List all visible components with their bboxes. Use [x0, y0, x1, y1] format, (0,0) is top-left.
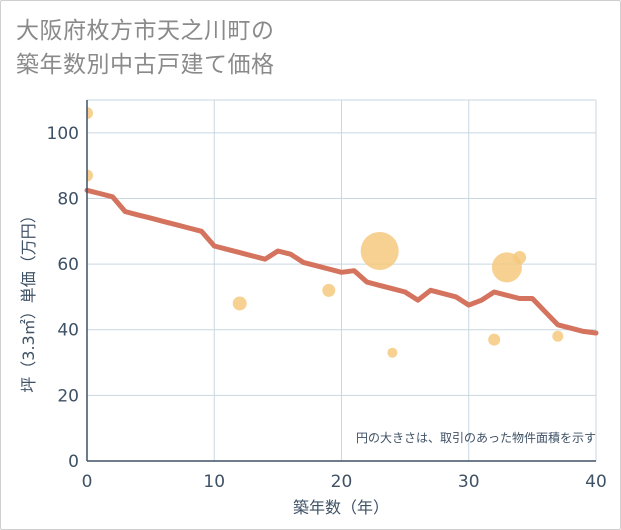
y-tick-label: 100	[47, 124, 79, 144]
bubble-point	[552, 330, 564, 342]
y-tick-label: 60	[57, 255, 79, 275]
bubble-point	[87, 169, 93, 182]
y-tick-label: 80	[57, 189, 79, 209]
bubble-size-note: 円の大きさは、取引のあった物件面積を示す	[356, 430, 596, 445]
bubble-point	[488, 333, 501, 346]
bubble-point	[360, 231, 399, 270]
x-tick-label: 0	[82, 472, 93, 492]
bubble-point	[387, 347, 398, 358]
chart-title-line-1: 大阪府枚方市天之川町の	[16, 18, 275, 44]
x-tick-label: 30	[458, 472, 480, 492]
y-tick-label: 40	[57, 321, 79, 341]
trend-line	[84, 187, 599, 336]
y-axis-label: 坪（3.3㎡）単価（万円）	[19, 207, 38, 392]
x-axis-label: 築年数（年）	[293, 498, 389, 517]
bubble-point	[513, 251, 527, 265]
bubble-point	[322, 283, 336, 297]
chart-title-line-2: 築年数別中古戸建て価格	[16, 52, 275, 78]
grid	[87, 99, 597, 461]
tick-labels: 0 10 20 30 40 0 20 40 60 80 100	[47, 124, 607, 492]
x-tick-label: 10	[203, 472, 225, 492]
bubble-point	[87, 107, 93, 120]
x-tick-label: 20	[331, 472, 353, 492]
y-tick-label: 0	[68, 452, 79, 472]
bubble-series	[87, 107, 564, 358]
axes	[86, 100, 596, 462]
bubble-point	[232, 296, 247, 311]
chart-title: 大阪府枚方市天之川町の 築年数別中古戸建て価格	[16, 14, 275, 82]
x-tick-label: 40	[585, 472, 607, 492]
y-tick-label: 20	[57, 386, 79, 406]
trend-series	[84, 187, 599, 336]
